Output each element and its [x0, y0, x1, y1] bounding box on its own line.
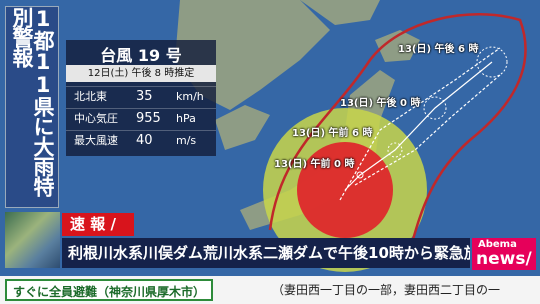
typhoon-row: 最大風速 40 m/s — [66, 130, 216, 151]
typhoon-row: 北北東 35 km/h — [66, 86, 216, 107]
typhoon-cell: 40 — [136, 131, 153, 151]
ticker-detail: （妻田西一丁目の一部，妻田西二丁目の一 — [272, 279, 500, 301]
typhoon-cell: 北北東 — [74, 87, 107, 107]
alert-banner: 1都11県に大雨特別警報 — [5, 6, 59, 208]
logo: Abema news/ — [472, 238, 536, 270]
typhoon-cell: 中心気圧 — [74, 109, 118, 129]
forecast-label: 13(日) 午前 6 時 — [292, 124, 372, 139]
typhoon-cell: m/s — [176, 131, 196, 151]
ticker: すぐに全員避難（神奈川県厚木市） （妻田西一丁目の一部，妻田西二丁目の一 — [0, 276, 540, 304]
screen: 1都11県に大雨特別警報 台風 19 号 12日(土) 午後 8 時推定 北北東… — [0, 0, 540, 304]
forecast-label: 13(日) 午後 0 時 — [340, 94, 420, 109]
logo-bottom: news/ — [476, 249, 532, 269]
ticker-alert: すぐに全員避難（神奈川県厚木市） — [5, 279, 213, 301]
typhoon-cell: 最大風速 — [74, 131, 118, 151]
forecast-label: 13(日) 午後 6 時 — [398, 40, 478, 55]
typhoon-cell: 35 — [136, 87, 153, 107]
typhoon-cell: 955 — [136, 109, 161, 129]
headline: 利根川水系川俣ダム荒川水系二瀬ダムで午後10時から緊急放水 — [62, 238, 470, 268]
thumbnail — [5, 212, 60, 268]
typhoon-row: 中心気圧 955 hPa — [66, 108, 216, 129]
typhoon-cell: km/h — [176, 87, 204, 107]
forecast-label: 13(日) 午前 0 時 — [274, 155, 354, 170]
typhoon-time: 12日(土) 午後 8 時推定 — [66, 65, 216, 82]
typhoon-name: 台風 19 号 — [66, 42, 216, 66]
typhoon-cell: hPa — [176, 109, 196, 129]
typhoon-box: 台風 19 号 12日(土) 午後 8 時推定 北北東 35 km/h 中心気圧 955… — [66, 40, 216, 156]
breaking-label: 速 報 / — [62, 213, 134, 236]
